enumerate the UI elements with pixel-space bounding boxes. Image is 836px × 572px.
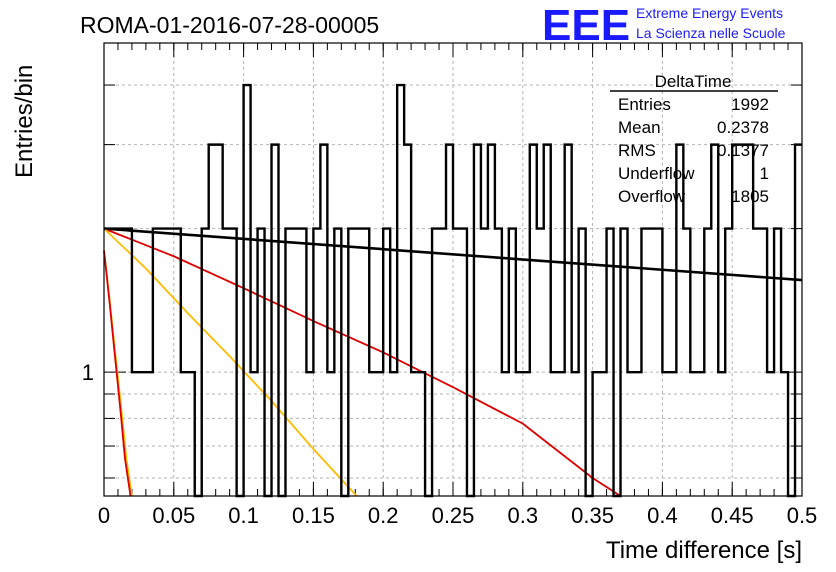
x-tick-label: 0.2 <box>368 503 399 528</box>
x-tick-labels: 0 0.05 0.1 0.15 0.2 0.25 0.3 0.35 0.4 0.45 0.5 <box>98 503 817 528</box>
stats-box: DeltaTime Entries 1992 Mean 0.2378 RMS 0.1377… <box>610 72 778 206</box>
x-tick-label: 0.35 <box>571 503 614 528</box>
stats-rows: Entries 1992 Mean 0.2378 RMS 0.1377 Underflow 1… <box>618 95 769 206</box>
y-axis-title: Entries/bin <box>11 65 38 178</box>
stats-row-label: Overflow <box>618 187 686 206</box>
y-tick-label: 1 <box>82 360 94 385</box>
fit-curve <box>103 227 803 282</box>
x-axis-title: Time difference [s] <box>606 537 802 564</box>
stats-row-label: Underflow <box>618 164 695 183</box>
stats-title: DeltaTime <box>655 72 732 91</box>
stats-row-value: 0.2378 <box>717 118 769 137</box>
x-tick-label: 0.15 <box>292 503 335 528</box>
stats-row-value: 0.1377 <box>717 141 769 160</box>
histogram-step-line <box>104 83 802 498</box>
fit-curve <box>103 227 358 497</box>
x-tick-label: 0.1 <box>228 503 259 528</box>
x-tick-label: 0.45 <box>711 503 754 528</box>
brand-line-2: La Scienza nelle Scuole <box>636 25 786 41</box>
brand-line-1: Extreme Energy Events <box>636 5 783 21</box>
x-tick-label: 0.4 <box>647 503 678 528</box>
y-tick-labels: 1 <box>82 360 94 385</box>
brand-logo: EEE <box>542 1 630 50</box>
stats-row-value: 1992 <box>731 95 769 114</box>
x-tick-label: 0 <box>98 503 110 528</box>
stats-row-value: 1 <box>760 164 769 183</box>
stats-row-label: RMS <box>618 141 656 160</box>
stats-row-label: Entries <box>618 95 671 114</box>
x-tick-label: 0.3 <box>508 503 539 528</box>
fit-curve <box>103 250 132 497</box>
x-tick-label: 0.25 <box>432 503 475 528</box>
chart-title: ROMA-01-2016-07-28-00005 <box>80 12 379 38</box>
plot-frame <box>103 42 803 497</box>
histogram <box>104 83 802 498</box>
x-tick-label: 0.05 <box>152 503 195 528</box>
x-tick-label: 0.5 <box>787 503 818 528</box>
stats-row-label: Mean <box>618 118 661 137</box>
brand-block: EEE Extreme Energy Events La Scienza nel… <box>542 1 786 50</box>
stats-row-value: 1805 <box>731 187 769 206</box>
grid <box>104 43 802 496</box>
